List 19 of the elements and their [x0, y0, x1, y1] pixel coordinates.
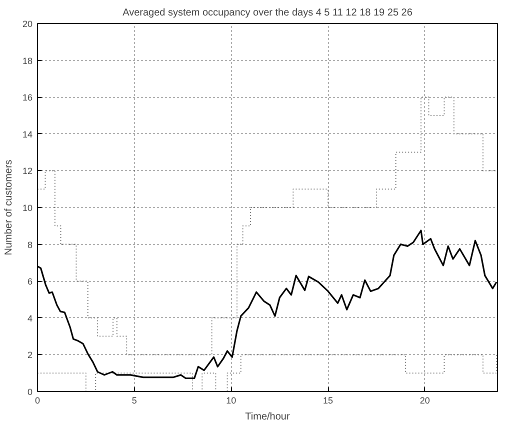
y-axis-title: Number of customers [3, 160, 14, 256]
y-tick-label: 20 [22, 19, 33, 29]
y-tick-label: 12 [22, 166, 33, 176]
y-tick-label: 16 [22, 92, 33, 103]
y-tick-label: 0 [27, 387, 33, 397]
y-tick-label: 4 [27, 313, 33, 324]
x-tick-label: 20 [420, 396, 430, 406]
x-tick-label: 0 [34, 396, 40, 406]
x-axis-title: Time/hour [245, 412, 290, 422]
x-tick-label: 15 [323, 396, 334, 406]
chart-title: Averaged system occupancy over the days 4 5 11 12 18 19 25 26 [122, 8, 413, 18]
y-tick-label: 8 [27, 240, 33, 250]
y-tick-label: 2 [27, 350, 33, 360]
y-tick-label: 14 [22, 129, 33, 140]
y-tick-label: 6 [27, 276, 33, 287]
x-tick-label: 5 [132, 396, 137, 406]
y-tick-label: 10 [22, 203, 33, 213]
y-tick-label: 18 [22, 56, 33, 66]
x-tick-label: 10 [226, 396, 236, 406]
